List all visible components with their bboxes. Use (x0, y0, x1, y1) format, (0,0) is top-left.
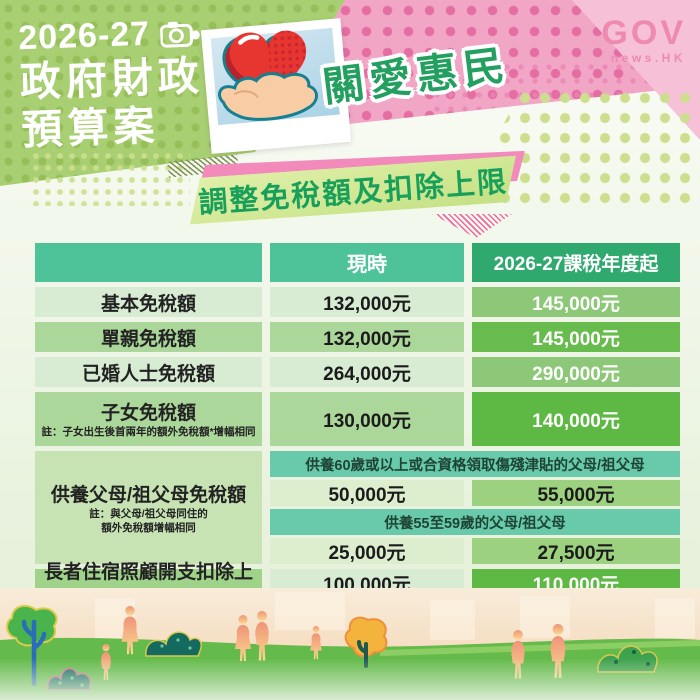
header-cell-empty (35, 243, 262, 282)
subgroup-header-60plus: 供養60歲或以上或合資格領取傷殘津貼的父母/祖父母 (270, 451, 680, 477)
row-label: 基本免稅額 (100, 293, 196, 315)
camera-icon (159, 21, 200, 48)
gov-news-logo: GOV news.HK (601, 16, 686, 64)
new-value: 290,000元 (532, 363, 620, 385)
row-label: 單親免稅額 (100, 328, 196, 350)
row-note-line2: 額外免稅額增幅相同 (101, 522, 196, 534)
budget-title-block: 2026-27 政府財政 預算案 (18, 13, 207, 155)
header-cell-newyear: 2026-27課稅年度起 (472, 243, 680, 282)
person-couple-icon (235, 615, 251, 661)
row-label: 已婚人士免稅額 (81, 363, 215, 385)
tree-icon (6, 604, 58, 687)
current-value: 264,000元 (323, 363, 411, 385)
row-label: 供養父母/祖父母免稅額 (50, 484, 247, 506)
parent-allowance-subtable: 供養60歲或以上或合資格領取傷殘津貼的父母/祖父母 50,000元 55,000… (270, 451, 680, 564)
yellow-tree-icon (344, 616, 388, 668)
foreground-fade (0, 658, 700, 700)
new-value: 145,000元 (532, 293, 620, 315)
new-value: 27,500元 (537, 542, 615, 564)
header-cell-current: 現時 (270, 243, 464, 282)
newshk-logo-text: news.HK (610, 51, 686, 65)
table-row-child-allowance: 子女免稅額 註：子女出生後首兩年的額外免稅額*增幅相同 130,000元 140… (35, 392, 680, 446)
budget-title-line1: 政府財政 (19, 52, 205, 106)
gov-logo-text: GOV (601, 14, 686, 52)
table-row-single-parent-allowance: 單親免稅額 132,000元 145,000元 (35, 322, 680, 352)
subgroup-row-60plus: 50,000元 55,000元 (270, 480, 680, 506)
budget-title-line2: 預算案 (20, 102, 161, 154)
new-value: 145,000元 (532, 328, 620, 350)
table-header-row: 現時 2026-27課稅年度起 (35, 243, 680, 282)
subgroup-row-55to59: 25,000元 27,500元 (270, 538, 680, 564)
person-icon (550, 624, 566, 678)
bush-icon (145, 631, 202, 657)
current-value: 50,000元 (328, 484, 406, 506)
current-value: 25,000元 (328, 542, 406, 564)
person-icon (310, 626, 322, 660)
current-value: 132,000元 (323, 328, 411, 350)
park-scene (0, 588, 700, 700)
halftone-dots-lime-small (30, 150, 190, 206)
subgroup-header-55to59: 供養55至59歲的父母/祖父母 (270, 509, 680, 535)
row-note: 註：子女出生後首兩年的額外免稅額*增幅相同 (41, 426, 256, 439)
new-value: 140,000元 (532, 410, 620, 432)
row-note-line1: 註：與父母/祖父母同住的 (89, 507, 208, 520)
table-row-parent-allowance: 供養父母/祖父母免稅額 註：與父母/祖父母同住的 額外免稅額增幅相同 供養60歲… (35, 451, 680, 564)
budget-year: 2026-27 (17, 14, 151, 58)
new-value: 55,000元 (537, 484, 615, 506)
pink-triangle-decor (432, 214, 512, 238)
grass-highlight (380, 640, 700, 656)
table-row-basic-allowance: 基本免稅額 132,000元 145,000元 (35, 287, 680, 317)
current-value: 132,000元 (323, 293, 411, 315)
person-couple-icon (255, 611, 269, 661)
allowance-table: 現時 2026-27課稅年度起 基本免稅額 132,000元 145,000元 … (35, 243, 680, 610)
table-row-married-allowance: 已婚人士免稅額 264,000元 290,000元 (35, 357, 680, 387)
heart-in-hand-icon (218, 29, 318, 121)
person-icon (121, 606, 139, 655)
row-label: 子女免稅額 (100, 403, 196, 425)
current-value: 130,000元 (323, 410, 411, 432)
